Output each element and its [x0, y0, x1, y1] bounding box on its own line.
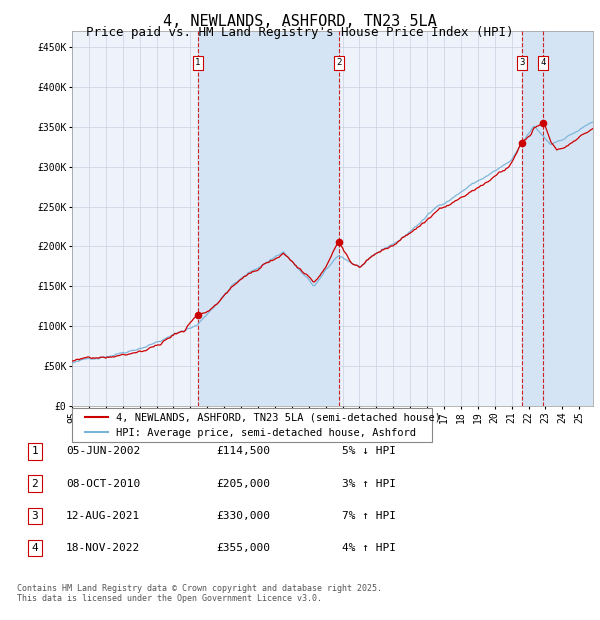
Legend: 4, NEWLANDS, ASHFORD, TN23 5LA (semi-detached house), HPI: Average price, semi-d: 4, NEWLANDS, ASHFORD, TN23 5LA (semi-det… — [81, 408, 445, 442]
Bar — [522, 31, 593, 406]
Text: 2: 2 — [31, 479, 38, 489]
Text: 12-AUG-2021: 12-AUG-2021 — [66, 511, 140, 521]
Text: 05-JUN-2002: 05-JUN-2002 — [66, 446, 140, 456]
Point — [193, 310, 203, 320]
Text: 3% ↑ HPI: 3% ↑ HPI — [342, 479, 396, 489]
Point — [539, 118, 548, 128]
Bar — [198, 31, 338, 406]
Text: £355,000: £355,000 — [216, 543, 270, 553]
Text: £205,000: £205,000 — [216, 479, 270, 489]
Text: 08-OCT-2010: 08-OCT-2010 — [66, 479, 140, 489]
Text: 3: 3 — [31, 511, 38, 521]
Text: 1: 1 — [195, 58, 200, 68]
Text: 18-NOV-2022: 18-NOV-2022 — [66, 543, 140, 553]
Text: 4% ↑ HPI: 4% ↑ HPI — [342, 543, 396, 553]
Text: 4: 4 — [31, 543, 38, 553]
Text: 1: 1 — [31, 446, 38, 456]
Point — [517, 138, 527, 148]
Text: 4: 4 — [541, 58, 546, 68]
Text: £114,500: £114,500 — [216, 446, 270, 456]
Text: 2: 2 — [336, 58, 341, 68]
Point — [334, 237, 343, 247]
Text: 4, NEWLANDS, ASHFORD, TN23 5LA: 4, NEWLANDS, ASHFORD, TN23 5LA — [163, 14, 437, 29]
Text: 3: 3 — [519, 58, 524, 68]
Text: Price paid vs. HM Land Registry's House Price Index (HPI): Price paid vs. HM Land Registry's House … — [86, 26, 514, 39]
Text: 5% ↓ HPI: 5% ↓ HPI — [342, 446, 396, 456]
FancyBboxPatch shape — [72, 408, 432, 442]
Text: £330,000: £330,000 — [216, 511, 270, 521]
Text: 7% ↑ HPI: 7% ↑ HPI — [342, 511, 396, 521]
Text: Contains HM Land Registry data © Crown copyright and database right 2025.
This d: Contains HM Land Registry data © Crown c… — [17, 584, 382, 603]
